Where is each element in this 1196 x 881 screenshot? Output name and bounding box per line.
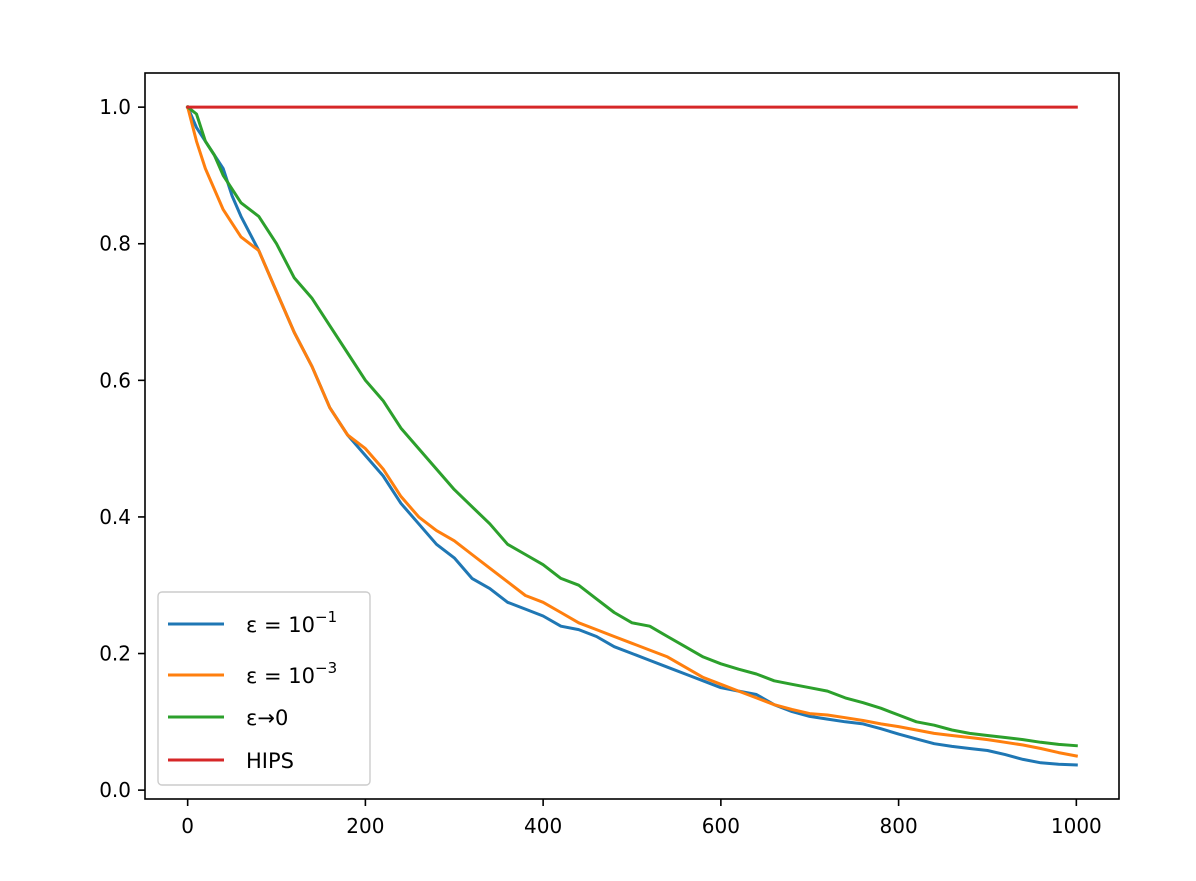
y-tick-label: 0.4 (99, 505, 131, 529)
legend-label: ε = 10−3 (246, 659, 337, 688)
y-tick-label: 1.0 (99, 95, 131, 119)
legend-label-base: ε = 10 (246, 613, 315, 637)
legend-label: ε = 10−1 (246, 608, 337, 637)
axes-frame (144, 72, 1120, 800)
x-tick-label: 400 (524, 814, 562, 838)
legend-label-exponent: −3 (315, 659, 337, 677)
legend-label: HIPS (246, 749, 294, 773)
x-tick-label: 600 (702, 814, 740, 838)
series-line-2 (185, 105, 1079, 758)
x-tick-label: 1000 (1051, 814, 1102, 838)
y-tick-label: 0.0 (99, 778, 131, 802)
legend-label: ε→0 (246, 706, 288, 730)
y-axis: 0.0 0.2 0.4 0.6 0.8 1.0 (99, 95, 145, 802)
legend-label-base: ε→0 (246, 706, 288, 730)
legend-label-base: HIPS (246, 749, 294, 773)
y-tick-label: 0.2 (99, 642, 131, 666)
y-tick-label: 0.8 (99, 232, 131, 256)
x-tick-label: 0 (181, 814, 194, 838)
series-line-3 (185, 104, 1078, 748)
legend-box (157, 591, 371, 786)
y-tick-label: 0.6 (99, 368, 131, 392)
x-tick-label: 200 (346, 814, 384, 838)
x-tick-label: 800 (880, 814, 918, 838)
legend-label-exponent: −1 (315, 608, 337, 626)
legend-label-base: ε = 10 (246, 664, 315, 688)
x-axis: 0 200 400 600 800 1000 (181, 799, 1102, 838)
series-layer (185, 104, 1079, 767)
